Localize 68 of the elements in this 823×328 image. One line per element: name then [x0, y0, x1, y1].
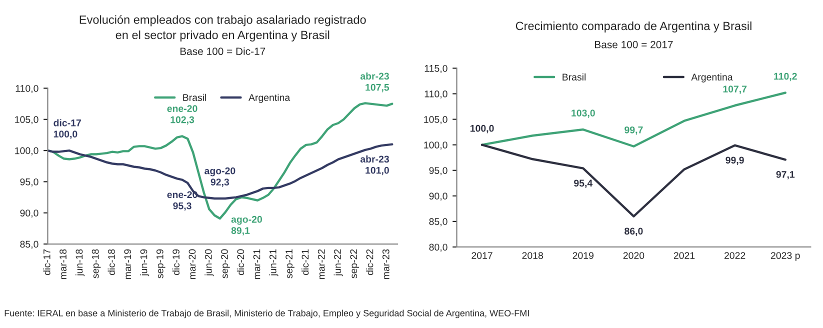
chart-title: Evolución empleados con trabajo asalariado registrado en el sector privado en Argentina y Brasil — [80, 15, 366, 42]
y-tick-label: 90,0 — [429, 192, 448, 201]
x-tick-label: mar-18 — [60, 249, 66, 280]
data-label: 100,0 — [470, 124, 494, 134]
x-tick-label: sep-19 — [156, 249, 166, 278]
x-tick-label: 2017 — [472, 252, 492, 259]
y-tick-label: 100,0 — [424, 142, 448, 150]
data-label: dic-17 100,0 — [54, 119, 81, 139]
data-label: 99,7 — [624, 126, 643, 135]
y-tick-label: 95,0 — [20, 178, 38, 186]
source-note: Fuente: IERAL en base a Ministerio de Trabajo de Brasil, Ministerio de Trabajo, Empleo y Seguridad Social de Argentina, WEO-FMI — [4, 310, 529, 318]
x-tick-label: sep-20 — [221, 249, 230, 278]
data-label: 107,7 — [723, 86, 747, 94]
data-label: 110,2 — [774, 72, 797, 82]
chart-subtitle: Base 100 = Dic-17 — [180, 47, 266, 56]
data-label: 99,9 — [726, 156, 744, 166]
x-tick-label: 2019 — [572, 252, 594, 259]
x-tick-label: dic-19 — [172, 249, 180, 275]
x-tick-label: jun-20 — [204, 249, 214, 276]
y-tick-label: 110,0 — [16, 84, 38, 93]
y-tick-label: 110,0 — [424, 90, 448, 99]
x-tick-label: mar-22 — [318, 249, 325, 280]
legend-label: Brasil — [183, 94, 206, 102]
x-tick-label: mar-21 — [253, 249, 260, 280]
data-label: ago-20 89,1 — [231, 216, 262, 236]
y-tick-label: 85,0 — [429, 218, 448, 226]
x-tick-label: sep-22 — [350, 249, 359, 278]
x-tick-label: mar-20 — [188, 249, 196, 280]
chart-subtitle: Base 100 = 2017 — [595, 40, 673, 48]
legend-label: Brasil — [562, 73, 586, 81]
x-tick-label: 2021 — [674, 252, 695, 259]
x-tick-label: dic-17 — [43, 249, 50, 275]
x-tick-label: sep-21 — [286, 249, 294, 278]
x-tick-label: jun-21 — [269, 249, 278, 276]
x-tick-label: dic-21 — [302, 249, 309, 275]
x-tick-label: 2022 — [724, 252, 746, 259]
x-tick-label: dic-20 — [236, 249, 244, 275]
data-label: ago-20 92,3 — [204, 167, 236, 187]
legend-label: Argentina — [248, 94, 290, 103]
x-tick-label: sep-18 — [92, 249, 101, 278]
y-tick-label: 95,0 — [429, 167, 448, 176]
x-tick-label: jun-19 — [140, 249, 150, 276]
data-label: abr-23 107,5 — [360, 72, 390, 92]
y-tick-label: 90,0 — [20, 210, 38, 218]
x-tick-label: dic-18 — [108, 249, 115, 275]
data-label: abr-23 101,0 — [360, 155, 389, 176]
y-tick-label: 100,0 — [15, 147, 38, 156]
line-series — [48, 143, 394, 200]
data-label: 97,1 — [776, 171, 795, 180]
legend-label: Argentina — [691, 73, 733, 82]
data-label: 95,4 — [574, 180, 593, 188]
x-tick-label: 2020 — [623, 252, 644, 259]
y-tick-label: 115,0 — [424, 64, 448, 73]
x-tick-label: dic-22 — [366, 249, 374, 275]
y-tick-label: 85,0 — [20, 240, 38, 249]
x-tick-label: jun-18 — [75, 249, 85, 276]
y-tick-label: 80,0 — [429, 244, 448, 252]
x-tick-label: mar-19 — [124, 249, 132, 280]
data-label: 103,0 — [572, 110, 595, 118]
x-tick-label: mar-23 — [382, 249, 390, 280]
x-tick-label: 2023 p — [771, 252, 800, 261]
x-tick-label: jun-22 — [334, 249, 343, 276]
data-label: ene-20 102,3 — [167, 105, 198, 125]
y-tick-label: 105,0 — [424, 116, 448, 124]
chart-title: Crecimiento comparado de Argentina y Brasil — [516, 21, 752, 32]
data-label: 86,0 — [624, 228, 643, 236]
y-tick-label: 105,0 — [15, 116, 38, 124]
x-tick-label: 2018 — [522, 252, 543, 259]
